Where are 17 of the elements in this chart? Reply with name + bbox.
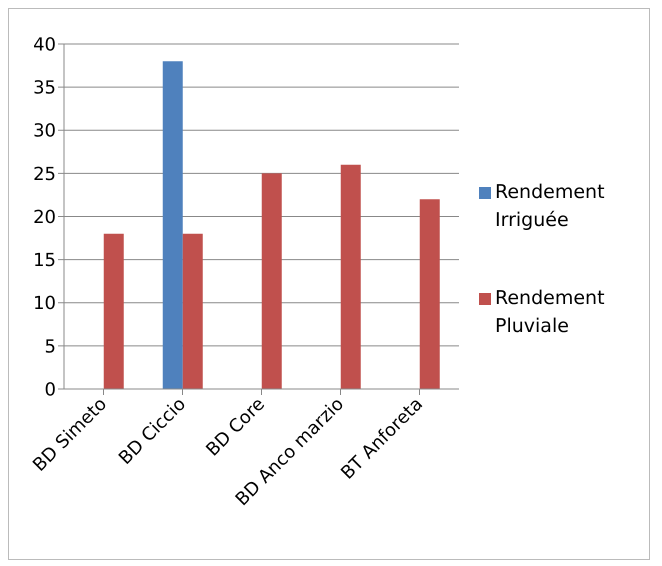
y-tick-label: 25 [33,164,56,185]
bar [262,173,282,389]
bar [104,234,124,389]
y-tick-label: 30 [33,120,56,142]
y-tick-label: 40 [33,34,56,56]
bar [182,234,203,389]
y-tick-label: 15 [33,250,56,272]
y-tick-label: 5 [44,336,56,358]
y-tick-label: 20 [33,206,56,228]
bar [340,164,361,389]
legend-label: Rendement Pluviale [495,286,606,339]
y-tick-label: 0 [44,379,56,400]
bar [162,61,183,389]
legend-label: Rendement Irriguée [495,180,606,233]
bar [420,199,440,389]
y-tick-label: 35 [33,78,56,99]
y-tick-label: 10 [33,293,56,314]
